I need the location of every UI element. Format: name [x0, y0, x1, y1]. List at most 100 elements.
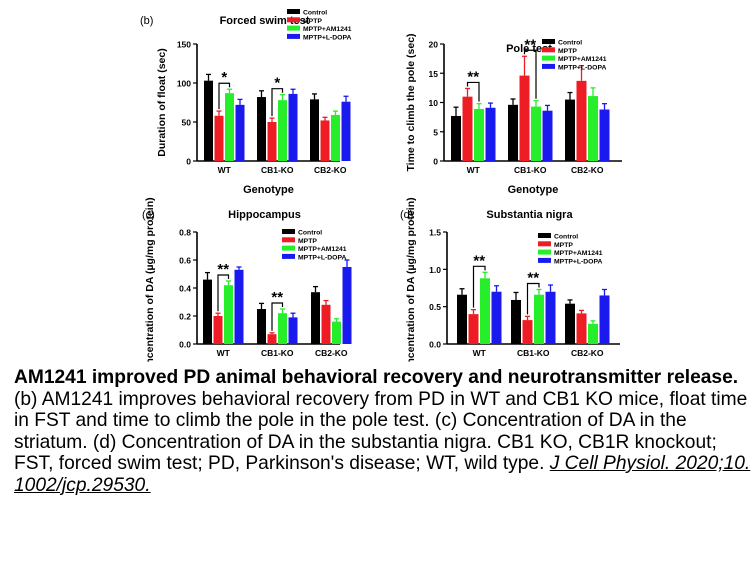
- bar: [480, 278, 490, 344]
- x-tick-label: WT: [218, 165, 232, 175]
- significance-marker: **: [271, 289, 283, 306]
- panel-label: (c): [142, 209, 155, 221]
- legend-swatch: [538, 257, 551, 263]
- x-tick-label: CB1-KO: [261, 165, 294, 175]
- significance-bracket: [271, 88, 284, 117]
- bar: [214, 115, 224, 161]
- y-tick-label: 0.0: [179, 340, 191, 350]
- legend-label: Control: [558, 40, 582, 47]
- significance-marker: *: [274, 75, 280, 92]
- legend-swatch: [542, 47, 555, 53]
- y-tick-label: 1.0: [429, 265, 441, 275]
- legend-label: MPTP: [558, 48, 577, 55]
- legend-swatch: [538, 241, 551, 247]
- significance-bracket: [217, 274, 230, 312]
- y-tick-label: 50: [182, 118, 192, 128]
- legend-swatch: [282, 245, 295, 251]
- bar: [278, 100, 287, 161]
- bar: [511, 299, 521, 344]
- bar: [288, 317, 298, 344]
- bar: [267, 334, 277, 344]
- legend-label: MPTP: [554, 242, 573, 249]
- bar: [204, 80, 213, 161]
- y-axis-label: Time to climb the pole (sec): [405, 33, 417, 171]
- legend-swatch: [282, 237, 295, 243]
- panel-label: (d): [400, 209, 413, 221]
- significance-marker: **: [467, 68, 479, 85]
- bar: [225, 93, 234, 161]
- legend-label: MPTP+AM1241: [558, 56, 607, 63]
- significance-marker: *: [221, 69, 227, 86]
- bar: [257, 97, 266, 161]
- bar: [599, 295, 610, 344]
- figure-caption: AM1241 improved PD animal behavioral rec…: [14, 367, 754, 496]
- bar: [576, 313, 587, 344]
- bar: [320, 120, 330, 161]
- chart-title: Substantia nigra: [486, 209, 573, 221]
- x-tick-label: WT: [473, 348, 487, 358]
- bar: [278, 313, 287, 344]
- bar: [519, 75, 530, 161]
- legend-swatch: [538, 233, 551, 238]
- bar: [576, 80, 587, 161]
- significance-bracket: [466, 81, 480, 102]
- bar: [534, 294, 544, 344]
- x-tick-label: CB1-KO: [261, 348, 294, 358]
- y-tick-label: 150: [177, 40, 191, 50]
- chart-title: Hippocampus: [228, 209, 301, 221]
- legend-swatch: [282, 229, 295, 234]
- bar: [588, 323, 598, 344]
- bar: [224, 285, 233, 344]
- bar: [213, 316, 223, 344]
- legend-label: MPTP+L-DOPA: [303, 34, 351, 41]
- significance-marker: **: [473, 252, 485, 269]
- legend-swatch: [542, 63, 555, 69]
- significance-marker: **: [217, 261, 229, 278]
- x-tick-label: CB1-KO: [517, 348, 550, 358]
- y-tick-label: 20: [429, 40, 439, 50]
- bar: [451, 115, 461, 161]
- legend-label: MPTP+L-DOPA: [298, 254, 346, 261]
- bar: [341, 101, 351, 161]
- legend-label: MPTP+L-DOPA: [558, 64, 606, 71]
- legend-swatch: [542, 55, 555, 61]
- bar: [311, 292, 320, 344]
- legend-swatch: [287, 9, 300, 14]
- y-tick-label: 5: [433, 127, 438, 137]
- y-tick-label: 0.0: [429, 340, 441, 350]
- legend-label: MPTP: [298, 238, 317, 245]
- bar: [588, 96, 598, 161]
- bar: [267, 122, 277, 161]
- legend-swatch: [538, 249, 551, 255]
- x-tick-label: WT: [217, 348, 231, 358]
- y-tick-label: 0.5: [429, 302, 441, 312]
- x-tick-label: CB2-KO: [571, 348, 604, 358]
- bar: [468, 314, 479, 344]
- caption-body: (b) AM1241 improves behavioral recovery …: [14, 388, 748, 475]
- bar: [462, 96, 473, 161]
- bar: [542, 110, 553, 161]
- significance-bracket: [472, 265, 486, 308]
- bar: [485, 107, 496, 161]
- x-axis-label: Genotype: [508, 184, 559, 196]
- significance-marker: **: [527, 269, 539, 286]
- y-tick-label: 0.4: [179, 284, 191, 294]
- legend-label: MPTP+AM1241: [554, 250, 603, 257]
- y-tick-label: 0.2: [179, 312, 191, 322]
- legend-label: Control: [298, 230, 322, 237]
- significance-bracket: [523, 49, 537, 99]
- legend-label: MPTP+AM1241: [298, 246, 347, 253]
- x-axis-label: Genotype: [243, 184, 294, 196]
- bar: [257, 309, 266, 344]
- bar: [331, 114, 340, 161]
- bar: [288, 93, 298, 161]
- legend-label: MPTP+L-DOPA: [554, 258, 602, 265]
- x-tick-label: CB2-KO: [315, 348, 348, 358]
- x-tick-label: WT: [467, 165, 481, 175]
- y-tick-label: 10: [429, 98, 439, 108]
- bar: [342, 267, 352, 344]
- bar: [321, 304, 331, 344]
- x-tick-label: CB1-KO: [514, 165, 547, 175]
- caption-citation-link[interactable]: J Cell Physiol. 2020;10. 1002/jcp.29530.: [14, 453, 751, 496]
- y-tick-label: 0.6: [179, 256, 191, 266]
